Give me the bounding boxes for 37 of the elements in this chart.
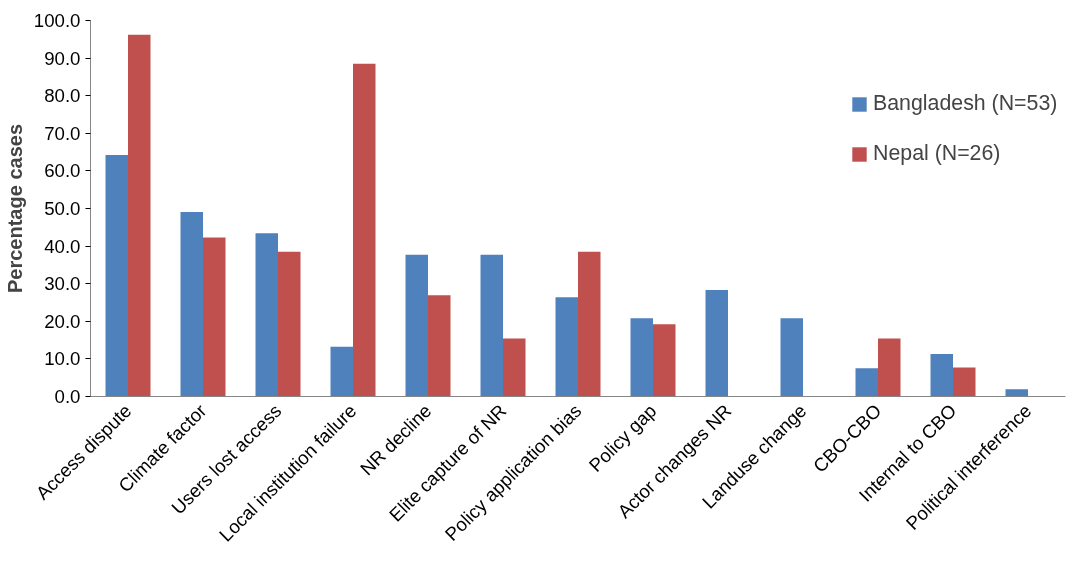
bar [503, 338, 526, 397]
bar [480, 254, 503, 397]
bar [180, 211, 203, 397]
bar [878, 338, 901, 397]
bar [428, 295, 451, 397]
y-tick-label: 100.0 [33, 10, 81, 31]
y-tick-label: 10.0 [44, 348, 81, 370]
bar [780, 318, 803, 397]
bar [630, 318, 653, 397]
bar [930, 354, 953, 397]
bar [1005, 389, 1028, 397]
bar [278, 251, 301, 397]
bar [353, 63, 376, 397]
legend-label: Nepal (N=26) [873, 141, 1001, 166]
bar [405, 254, 428, 397]
y-axis-title: Percentage cases [3, 123, 26, 293]
bar [578, 251, 601, 397]
bar [330, 346, 353, 397]
y-tick-label: 80.0 [44, 85, 81, 107]
bar [855, 368, 878, 397]
y-tick-label: 50.0 [44, 198, 81, 219]
bar [953, 367, 976, 397]
bar [128, 34, 151, 397]
legend-label: Bangladesh (N=53) [873, 91, 1058, 116]
y-tick-label: 0.0 [54, 386, 81, 407]
bar [203, 237, 226, 397]
y-tick-label: 20.0 [44, 310, 81, 332]
bar [255, 233, 278, 397]
y-tick-label: 90.0 [44, 47, 81, 69]
y-tick-label: 70.0 [44, 122, 81, 144]
bar [105, 155, 128, 397]
y-tick-label: 60.0 [44, 160, 81, 182]
y-tick-label: 30.0 [44, 273, 81, 295]
y-tick-label: 40.0 [44, 235, 81, 257]
bar [555, 297, 578, 397]
bar [653, 324, 676, 397]
bar [705, 290, 728, 397]
